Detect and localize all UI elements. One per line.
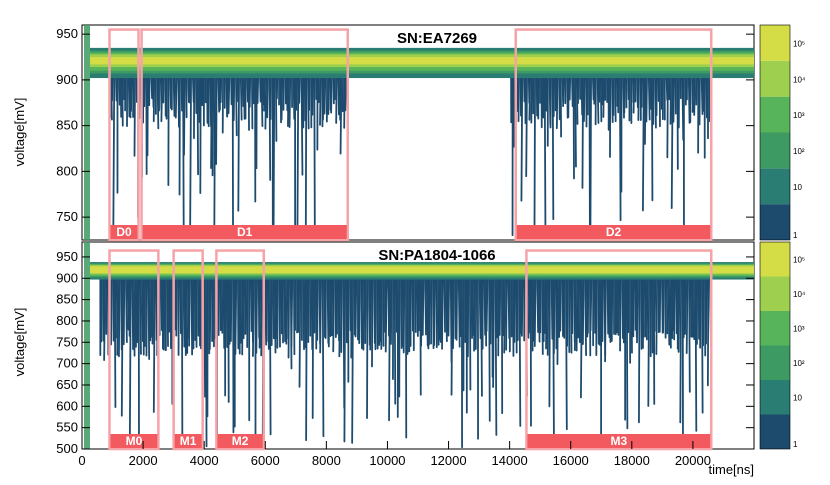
x-tick-label: 10000 (369, 453, 405, 468)
top-startup-column (84, 25, 90, 240)
bottom-region-box-m0 (108, 249, 160, 451)
top-colorbar-label: 10⁵ (793, 40, 805, 49)
x-tick-label: 4000 (190, 453, 219, 468)
x-tick-label: 8000 (312, 453, 341, 468)
top-panel-title: SN:EA7269 (397, 30, 477, 47)
bottom-y-axis: 500 550 600 650 700 750 800 850 900 950 (56, 249, 754, 456)
bottom-colorbar-label: 10³ (793, 325, 805, 334)
bottom-colorbar-label: 1 (793, 440, 798, 449)
top-colorbar-segment (760, 96, 790, 133)
bottom-baseline-band-4 (90, 266, 754, 274)
top-colorbar-label: 10² (793, 147, 805, 156)
top-colorbar-segment (760, 132, 790, 169)
bottom-y-tick-label: 750 (56, 334, 78, 349)
top-y-tick-label: 800 (56, 163, 78, 178)
x-tick-label: 0 (78, 453, 85, 468)
bottom-region-label-m1: M1 (180, 434, 197, 448)
top-colorbar-segment (760, 168, 790, 205)
bottom-y-tick-label: 650 (56, 377, 78, 392)
bottom-region-label-bg-m1 (174, 434, 202, 448)
x-tick-label: 18000 (614, 453, 650, 468)
bottom-region-label-m0: M0 (126, 434, 143, 448)
x-axis-label: time[ns] (708, 462, 754, 477)
bottom-noise-streaks (99, 275, 712, 449)
top-y-tick-label: 850 (56, 118, 78, 133)
bottom-startup-column (84, 242, 90, 449)
bottom-colorbar-label: 10⁵ (793, 256, 805, 265)
bottom-y-tick-label: 900 (56, 270, 78, 285)
top-y-tick-label: 900 (56, 72, 78, 87)
top-region-label-bg-d2 (516, 225, 711, 239)
bottom-y-axis-label: voltage[mV] (12, 308, 27, 377)
x-tick-label: 6000 (251, 453, 280, 468)
bottom-panel-title: SN:PA1804-1066 (378, 247, 495, 264)
x-tick-label: 16000 (553, 453, 589, 468)
top-y-axis-label: voltage[mV] (12, 98, 27, 167)
top-region-box-d1 (140, 28, 349, 242)
top-colorbar-label: 10 (793, 183, 802, 192)
top-region-label-bg-d0 (110, 225, 138, 239)
bottom-y-tick-label: 800 (56, 313, 78, 328)
bottom-regions: M0 M1 M2 M3 (108, 249, 713, 451)
bottom-y-tick-label: 550 (56, 420, 78, 435)
top-colorbar-segment (760, 204, 790, 240)
top-y-tick-label: 950 (56, 26, 78, 41)
panel-bottom: M0 M1 M2 M3 500550600650700750800850900950 … (12, 241, 755, 477)
top-colorbar-label: 10³ (793, 111, 805, 120)
bottom-region-box-m1 (172, 249, 204, 451)
bottom-region-box-m3 (525, 249, 713, 451)
top-region-label-d2: D2 (606, 225, 622, 239)
bottom-y-tick-label: 600 (56, 398, 78, 413)
bottom-region-label-m3: M3 (611, 434, 628, 448)
panel-top: D0 D1 D2 750 800 850 900 950 SN:EA7269 voltage… (12, 24, 755, 242)
bottom-y-tick-label: 950 (56, 249, 78, 264)
bottom-region-box-m2 (215, 249, 265, 451)
top-colorbar-label: 1 (793, 231, 798, 240)
top-region-box-d2 (514, 28, 713, 242)
bottom-y-tick-label: 700 (56, 356, 78, 371)
bottom-y-tick-label: 850 (56, 292, 78, 307)
bottom-y-tick-label: 500 (56, 441, 78, 456)
bottom-colorbar-label: 10² (793, 359, 805, 368)
top-y-axis: 750 800 850 900 950 (56, 26, 754, 224)
bottom-region-label-bg-m2 (217, 434, 263, 448)
bottom-colorbar-label: 10⁴ (793, 290, 806, 299)
top-colorbar-segment (760, 25, 790, 61)
bottom-region-label-m2: M2 (232, 434, 249, 448)
bottom-colorbar-segment (760, 276, 790, 311)
bottom-colorbar-label: 10 (793, 394, 802, 403)
top-y-tick-label: 750 (56, 209, 78, 224)
top-region-label-d0: D0 (116, 225, 132, 239)
x-tick-label: 20000 (675, 453, 711, 468)
top-regions: D0 D1 D2 (108, 28, 713, 242)
x-tick-label: 12000 (430, 453, 466, 468)
top-region-label-bg-d1 (142, 225, 347, 239)
bottom-colorbar-segment (760, 242, 790, 277)
bottom-colorbar-segment (760, 311, 790, 346)
top-baseline-band-4 (90, 57, 754, 65)
bottom-region-label-bg-m3 (527, 434, 711, 448)
top-colorbar-label: 10⁴ (793, 75, 806, 84)
top-colorbar-segment (760, 60, 790, 97)
top-region-label-d1: D1 (237, 225, 253, 239)
bottom-colorbar-segment (760, 380, 790, 415)
bottom-density-map (84, 242, 754, 449)
bottom-x-axis: 0 2000 4000 6000 8000 10000 12000 14000 16000 180… (78, 441, 711, 468)
bottom-region-label-bg-m0 (110, 434, 158, 448)
top-region-box-d0 (108, 28, 140, 242)
bottom-colorbar: 1 10 10² 10³ 10⁴ 10⁵ (759, 241, 806, 450)
x-tick-label: 2000 (129, 453, 158, 468)
bottom-colorbar-segment (760, 345, 790, 380)
x-tick-label: 14000 (492, 453, 528, 468)
bottom-colorbar-segment (760, 414, 790, 449)
top-colorbar: 1 10 10² 10³ 10⁴ 10⁵ (759, 24, 806, 241)
